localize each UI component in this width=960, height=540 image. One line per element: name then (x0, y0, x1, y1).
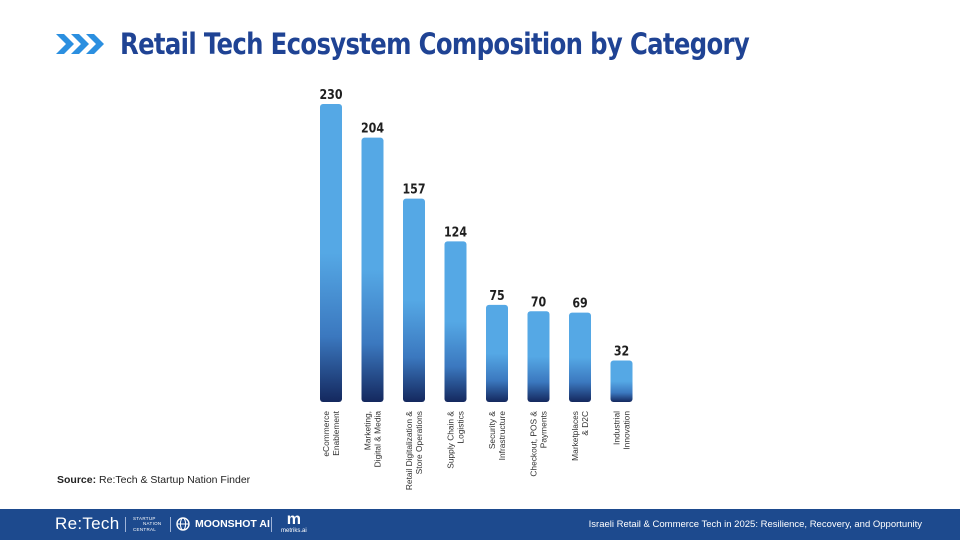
category-label: Security &Infrastructure (487, 411, 507, 461)
bar (361, 137, 384, 402)
category-label-line: Payments (539, 411, 549, 448)
bar (527, 311, 550, 402)
snc-line-1: STARTUP (133, 516, 156, 521)
bar (486, 304, 508, 402)
category-label-line: eCommerce (321, 411, 331, 457)
bar-value-label: 204 (361, 121, 384, 136)
moonshot-logo: MOONSHOT AI (176, 517, 270, 531)
category-label: Supply Chain &Logistics (446, 411, 466, 469)
category-label-line: Store Operations (414, 411, 424, 474)
category-label-line: Infrastructure (497, 411, 507, 461)
category-label-line: & D2C (580, 411, 590, 436)
logo-divider (271, 517, 272, 532)
startup-nation-central-logo: STARTUP NATION CENTRAL (133, 516, 161, 532)
bar-value-label: 70 (531, 294, 546, 309)
snc-line-2: NATION (143, 521, 162, 527)
footer-bar: Re:Tech STARTUP NATION CENTRAL MOONSHOT … (0, 509, 960, 540)
logo-divider (125, 517, 126, 532)
bar (610, 360, 633, 402)
bar (320, 104, 342, 402)
bar-chart: 230 204 157 124 75 70 69 32 eCommerceEnablement… (319, 87, 633, 490)
bar (569, 312, 591, 402)
source-label: Source: (57, 474, 97, 486)
category-label-line: Industrial (612, 411, 622, 445)
triple-chevron-right-icon (56, 34, 104, 54)
category-label-line: Checkout, POS & (529, 411, 539, 477)
metriks-mark: m (286, 511, 301, 528)
category-label-line: Marketplaces (570, 411, 580, 461)
category-label: Retail Digitalization &Store Operations (404, 411, 424, 491)
category-label: Checkout, POS &Payments (529, 411, 549, 477)
category-label-line: Retail Digitalization & (404, 411, 414, 491)
snc-line-3: CENTRAL (133, 526, 157, 532)
footer-report-title: Israeli Retail & Commerce Tech in 2025: … (588, 519, 922, 530)
category-labels-group: eCommerceEnablement Marketing,Digital & M… (321, 410, 632, 490)
category-label: Marketing,Digital & Media (363, 411, 383, 468)
bar (403, 198, 425, 402)
bar-value-label: 75 (489, 288, 504, 303)
moonshot-logo-text: MOONSHOT AI (195, 518, 270, 530)
category-label-line: Security & (487, 411, 497, 450)
metriks-text: metriks.ai (281, 528, 307, 534)
bar-value-label: 32 (614, 344, 629, 359)
bar-value-label: 124 (444, 224, 467, 239)
source-text: Re:Tech & Startup Nation Finder (99, 474, 251, 486)
category-label-line: Marketing, (363, 411, 373, 450)
category-label-line: Logistics (456, 411, 466, 444)
page-title: Retail Tech Ecosystem Composition by Cat… (120, 27, 750, 61)
source-note: Source: Re:Tech & Startup Nation Finder (57, 474, 250, 486)
category-label-line: Supply Chain & (446, 411, 456, 469)
title-row: Retail Tech Ecosystem Composition by Cat… (56, 22, 869, 66)
value-labels-group: 230 204 157 124 75 70 69 32 (319, 87, 629, 359)
category-label-line: Enablement (331, 410, 341, 455)
category-label-line: Innovation (622, 411, 632, 450)
category-label: eCommerceEnablement (321, 410, 341, 456)
logo-divider (170, 517, 171, 532)
category-label: Marketplaces& D2C (570, 411, 590, 461)
bar-value-label: 230 (319, 87, 342, 102)
bar (444, 241, 467, 402)
bar-value-label: 69 (572, 296, 587, 311)
bar-value-label: 157 (402, 182, 425, 197)
globe-icon (176, 517, 190, 531)
retech-logo: Re:Tech (55, 514, 120, 533)
bars-group (320, 104, 633, 402)
category-label: IndustrialInnovation (612, 411, 632, 450)
metriks-logo: m metriks.ai (281, 512, 307, 535)
category-label-line: Digital & Media (373, 411, 383, 468)
